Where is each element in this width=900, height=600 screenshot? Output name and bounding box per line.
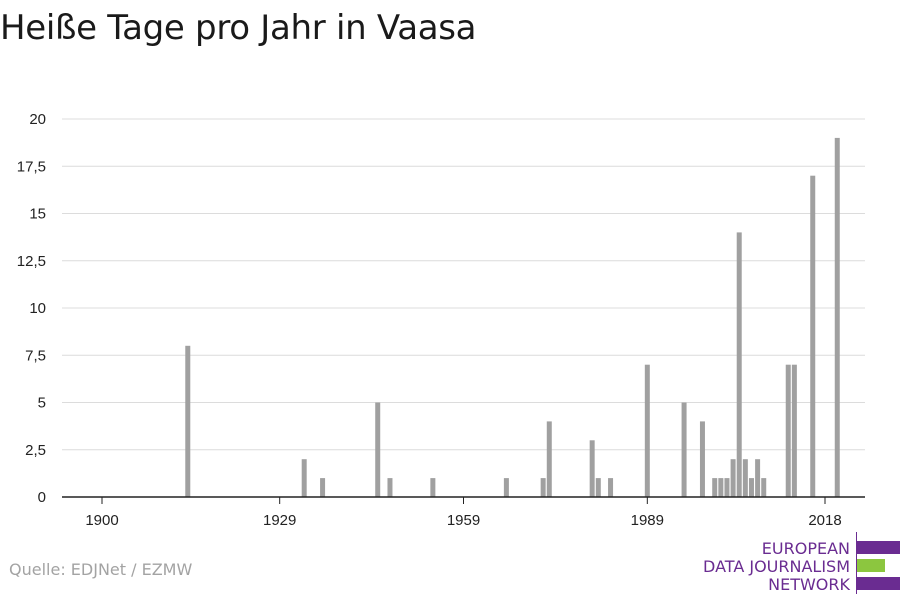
bar-1998: [699, 421, 705, 497]
grid-layer: [62, 118, 865, 451]
bar-1933: [301, 459, 307, 497]
bar-2007: [755, 459, 761, 497]
y-tick-label: 7,5: [25, 347, 46, 364]
bar-2002: [724, 478, 730, 497]
bar-2004: [736, 232, 742, 497]
bar-1995: [681, 402, 687, 497]
x-tick-label: 1989: [631, 512, 664, 529]
y-tick-label: 0: [38, 489, 46, 506]
bar-1972: [540, 478, 546, 497]
bar-2016: [810, 175, 816, 497]
x-tick-label: 2018: [808, 512, 841, 529]
bar-1981: [595, 478, 601, 497]
bar-1914: [185, 345, 191, 497]
y-tick-label: 2,5: [25, 442, 46, 459]
source-note: Quelle: EDJNet / EZMW: [9, 560, 193, 579]
x-tick-label: 1900: [85, 512, 118, 529]
bar-2000: [712, 478, 718, 497]
bar-1980: [589, 440, 595, 497]
bar-2020: [834, 137, 840, 497]
y-tick-label: 5: [38, 395, 46, 412]
y-tick-label: 17,5: [17, 158, 46, 175]
x-tick-label: 1929: [263, 512, 296, 529]
bar-layer: [185, 137, 840, 497]
bar-1989: [644, 364, 650, 497]
bar-2012: [785, 364, 791, 497]
y-tick-label: 15: [29, 206, 46, 223]
bar-1983: [608, 478, 614, 497]
y-tick-label: 20: [29, 111, 46, 128]
bar-2013: [791, 364, 797, 497]
axis-layer: 0 2,5 5 7,5 10 12,5 15 17,5 20 1900 1929 1959 1989 20…: [17, 111, 865, 529]
bar-1947: [387, 478, 393, 497]
bar-1966: [503, 478, 509, 497]
bar-2006: [748, 478, 754, 497]
bar-1936: [320, 478, 326, 497]
bar-1973: [546, 421, 552, 497]
x-tick-label: 1959: [447, 512, 480, 529]
bar-2003: [730, 459, 736, 497]
bar-2005: [742, 459, 748, 497]
chart-title: Heiße Tage pro Jahr in Vaasa: [0, 8, 477, 48]
bar-2001: [718, 478, 724, 497]
bar-2008: [761, 478, 767, 497]
bar-1954: [430, 478, 436, 497]
bar-1945: [375, 402, 381, 497]
y-tick-label: 10: [29, 300, 46, 317]
y-tick-label: 12,5: [17, 253, 46, 270]
